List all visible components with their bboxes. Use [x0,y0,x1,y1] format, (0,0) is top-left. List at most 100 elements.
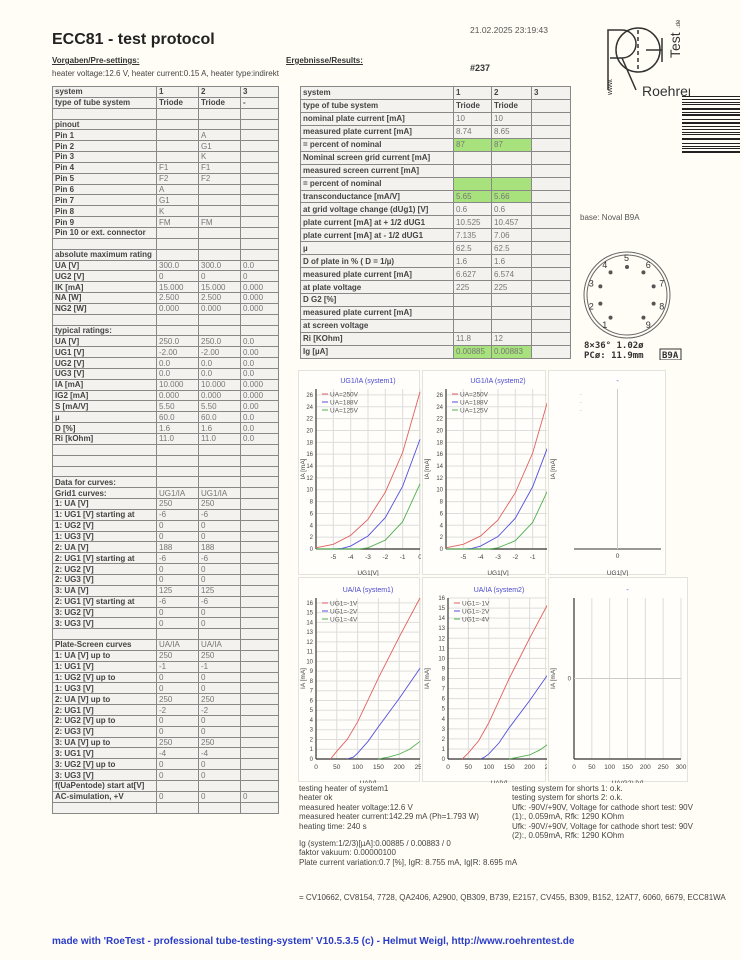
pin-number: 7 [659,279,664,289]
cell-system-1 [156,780,199,792]
y-tick-label: 16 [438,596,445,602]
x-tick-label: 0 [572,764,576,771]
row-label: D G2 [%] [300,293,454,307]
cell-system-2: 62.5 [491,241,532,256]
row-label: plate current [mA] at + 1/2 dUG1 [300,215,454,230]
cell-system-2: 0.00883 [491,344,532,359]
x-tick-label: 100 [352,764,363,771]
cell-system-3 [240,671,279,684]
cell-system-3: 0.000 [240,292,279,304]
cell-system-1: 5.65 [453,189,492,204]
cell-system-2: 0 [198,714,241,727]
cell-system-2: K [198,151,241,163]
cell-system-3 [240,476,279,489]
cell-system-3: 0.0 [240,433,279,445]
chart-panel: UG1/IA (system2) UG1[V] IA [mA] -5 -4 -3 -2 -1 0… [422,370,547,576]
cell-system-2: 0 [198,563,241,575]
cell-system-2: 2 [198,86,241,98]
cell-system-3 [240,584,279,597]
y-tick-label: 6 [310,511,314,517]
cell-system-1 [156,151,199,163]
row-label: IG2 [mA] [52,389,157,402]
table-row: Nominal screen grid current [mA] [300,150,571,165]
series-line [446,490,547,550]
cell-system-2: 250 [198,736,241,749]
table-row: Pin 2 G1 [52,140,279,153]
barcode-bar [682,108,740,110]
cell-system-1: 87 [453,137,492,152]
cell-system-2: -2.00 [198,346,241,359]
table-row: 1: UG1 [V] starting at -6 -6 [52,508,279,521]
cell-system-3 [240,226,279,239]
x-tick-label: -5 [460,554,466,561]
cell-system-2: 125 [198,584,241,597]
y-tick-label: 11 [307,650,314,656]
cell-system-1: Triode [156,96,199,109]
y-tick-label: 6 [442,697,446,703]
barcode [682,96,740,156]
cell-system-2: 0 [198,671,241,684]
x-tick-label: -3 [365,554,371,561]
row-label [52,465,157,478]
legend-dot: . [580,391,582,397]
x-axis-label: UA(G2) [V] [612,780,644,783]
table-row: at plate voltage 225 225 [300,280,571,294]
cell-system-3 [240,682,279,695]
series-line [446,447,547,550]
y-tick-label: 18 [306,440,313,446]
cell-system-2 [198,324,241,337]
row-label: 3: UG3 [V] [52,769,157,781]
barcode-bar [682,102,740,103]
cell-system-2 [198,313,241,326]
table-row: IG2 [mA] 0.000 0.000 0.000 [52,389,279,402]
row-label [52,628,157,641]
cell-system-1: K [156,205,199,218]
table-row: 2: UG1 [V] -2 -2 [52,704,279,716]
y-tick-label: 16 [306,452,313,458]
cell-system-1: UA/IA [156,639,199,651]
row-label: Pin 6 [52,183,157,196]
cell-system-3 [240,606,279,619]
cell-system-1: 1 [453,86,492,100]
cell-system-1: 250 [156,736,199,749]
cell-system-2 [198,248,241,261]
cell-system-2: 0 [198,606,241,619]
y-tick-label: 8 [310,500,314,506]
y-tick-label: 7 [442,687,446,693]
cell-system-2: 1.6 [198,422,241,434]
cell-system-2: -4 [198,747,241,760]
cell-system-3 [240,769,279,781]
y-tick-label: 0 [310,757,314,763]
y-tick-label: 10 [438,656,445,662]
cell-system-2 [198,226,241,239]
row-label: system [52,86,157,98]
cell-system-1: 0 [156,682,199,695]
cell-system-1: 10.000 [156,378,199,391]
row-label: Pin 10 or ext. connector [52,226,157,239]
y-tick-label: 6 [310,698,314,704]
pin-dot [625,265,629,269]
cell-system-3 [240,801,279,814]
legend-entry: UG1=-1V [462,601,490,608]
y-tick-label: 15 [306,611,313,617]
table-row: pinout [52,118,279,131]
table-row: 2: UG2 [V] up to 0 0 [52,714,279,727]
cell-system-2: 11.0 [198,433,241,445]
y-tick-label: 6 [440,511,444,517]
vacuum-notes: Ig (system:1/2/3)[µA]:0.00885 / 0.00883 … [299,839,518,867]
cell-system-2: 1.6 [491,254,532,269]
cell-system-3: - [240,96,279,109]
y-tick-label: 9 [310,669,314,675]
cell-system-2 [198,443,241,456]
cell-system-1: 0.0 [156,357,199,369]
y-tick-label: 1 [442,747,446,753]
row-label: Pin 4 [52,161,157,174]
row-label: Pin 5 [52,172,157,185]
cell-system-1: 1.6 [453,254,492,269]
row-label: Plate-Screen curves [52,639,157,651]
x-axis-label: UA[V] [360,780,377,783]
table-row: 3: UA [V] up to 250 250 [52,736,279,749]
cell-system-2: 188 [198,541,241,554]
table-row: transconductance [mA/V] 5.65 5.66 [300,189,571,204]
